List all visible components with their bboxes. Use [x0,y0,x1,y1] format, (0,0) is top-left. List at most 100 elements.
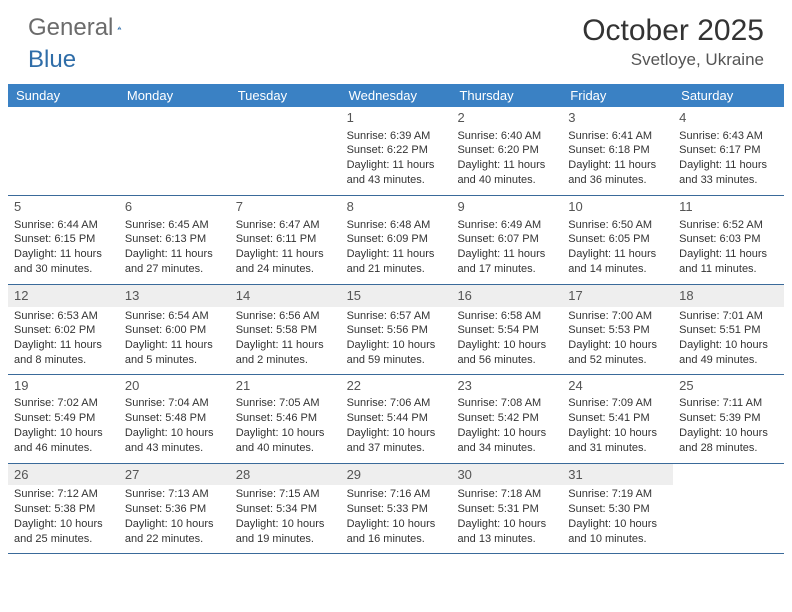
week-row: 26Sunrise: 7:12 AMSunset: 5:38 PMDayligh… [8,464,784,554]
sunrise-line: Sunrise: 7:04 AM [125,396,224,411]
day-cell: 27Sunrise: 7:13 AMSunset: 5:36 PMDayligh… [119,464,230,553]
sunrise-line: Sunrise: 7:13 AM [125,487,224,502]
day-cell: 6Sunrise: 6:45 AMSunset: 6:13 PMDaylight… [119,196,230,284]
sunset-line: Sunset: 5:46 PM [236,411,335,426]
sunset-line: Sunset: 6:18 PM [568,143,667,158]
daylight-line: and 21 minutes. [347,262,446,277]
sunrise-line: Sunrise: 7:01 AM [679,309,778,324]
daylight-line: and 11 minutes. [679,262,778,277]
day-cell: 23Sunrise: 7:08 AMSunset: 5:42 PMDayligh… [451,375,562,463]
daylight-line: Daylight: 11 hours [679,158,778,173]
logo: General [28,14,145,42]
sunrise-line: Sunrise: 7:15 AM [236,487,335,502]
daylight-line: Daylight: 11 hours [457,247,556,262]
daylight-line: Daylight: 10 hours [347,517,446,532]
sunset-line: Sunset: 6:02 PM [14,323,113,338]
sunrise-line: Sunrise: 6:41 AM [568,129,667,144]
sunrise-line: Sunrise: 7:06 AM [347,396,446,411]
sunrise-line: Sunrise: 7:11 AM [679,396,778,411]
sunset-line: Sunset: 5:44 PM [347,411,446,426]
day-number: 21 [236,377,335,395]
sunset-line: Sunset: 5:39 PM [679,411,778,426]
day-number: 15 [341,285,452,307]
sunset-line: Sunset: 6:17 PM [679,143,778,158]
daylight-line: and 56 minutes. [457,353,556,368]
sunset-line: Sunset: 6:13 PM [125,232,224,247]
page-title: October 2025 [582,14,764,48]
week-row: 5Sunrise: 6:44 AMSunset: 6:15 PMDaylight… [8,196,784,285]
daylight-line: and 24 minutes. [236,262,335,277]
day-cell-blank [119,107,230,195]
day-cell-blank [8,107,119,195]
sunrise-line: Sunrise: 6:47 AM [236,218,335,233]
week-row: 19Sunrise: 7:02 AMSunset: 5:49 PMDayligh… [8,375,784,464]
daylight-line: and 13 minutes. [457,532,556,547]
location-label: Svetloye, Ukraine [582,50,764,70]
day-number: 24 [568,377,667,395]
day-cell: 24Sunrise: 7:09 AMSunset: 5:41 PMDayligh… [562,375,673,463]
daylight-line: and 52 minutes. [568,353,667,368]
sunset-line: Sunset: 5:41 PM [568,411,667,426]
day-number: 22 [347,377,446,395]
sunset-line: Sunset: 5:53 PM [568,323,667,338]
sunrise-line: Sunrise: 6:43 AM [679,129,778,144]
daylight-line: Daylight: 11 hours [125,247,224,262]
daylight-line: and 40 minutes. [236,441,335,456]
day-number: 25 [679,377,778,395]
daylight-line: Daylight: 10 hours [14,517,113,532]
sunset-line: Sunset: 5:42 PM [457,411,556,426]
daylight-line: and 16 minutes. [347,532,446,547]
day-number: 19 [14,377,113,395]
sunrise-line: Sunrise: 7:00 AM [568,309,667,324]
day-cell: 26Sunrise: 7:12 AMSunset: 5:38 PMDayligh… [8,464,119,553]
daylight-line: Daylight: 10 hours [236,517,335,532]
daylight-line: and 10 minutes. [568,532,667,547]
daylight-line: and 31 minutes. [568,441,667,456]
day-number: 27 [119,464,230,486]
daylight-line: and 36 minutes. [568,173,667,188]
daylight-line: Daylight: 11 hours [679,247,778,262]
sunrise-line: Sunrise: 7:18 AM [457,487,556,502]
daylight-line: and 46 minutes. [14,441,113,456]
daylight-line: and 25 minutes. [14,532,113,547]
day-header-cell: Wednesday [341,84,452,107]
daylight-line: Daylight: 10 hours [347,338,446,353]
sunset-line: Sunset: 5:51 PM [679,323,778,338]
sunset-line: Sunset: 5:54 PM [457,323,556,338]
sunrise-line: Sunrise: 6:50 AM [568,218,667,233]
daylight-line: Daylight: 11 hours [14,247,113,262]
daylight-line: and 59 minutes. [347,353,446,368]
day-cell: 9Sunrise: 6:49 AMSunset: 6:07 PMDaylight… [451,196,562,284]
day-number: 30 [451,464,562,486]
day-cell: 5Sunrise: 6:44 AMSunset: 6:15 PMDaylight… [8,196,119,284]
day-cell: 3 Sunrise: 6:41 AMSunset: 6:18 PMDaylight… [562,107,673,195]
daylight-line: and 37 minutes. [347,441,446,456]
daylight-line: Daylight: 10 hours [125,517,224,532]
daylight-line: Daylight: 10 hours [679,426,778,441]
day-number: 3 [568,109,667,127]
daylight-line: Daylight: 10 hours [679,338,778,353]
sunset-line: Sunset: 6:05 PM [568,232,667,247]
daylight-line: Daylight: 11 hours [568,158,667,173]
sunrise-line: Sunrise: 7:05 AM [236,396,335,411]
day-cell: 13Sunrise: 6:54 AMSunset: 6:00 PMDayligh… [119,285,230,374]
week-row: 1Sunrise: 6:39 AMSunset: 6:22 PMDaylight… [8,107,784,196]
daylight-line: and 19 minutes. [236,532,335,547]
day-header-cell: Saturday [673,84,784,107]
day-cell: 11Sunrise: 6:52 AMSunset: 6:03 PMDayligh… [673,196,784,284]
daylight-line: Daylight: 10 hours [125,426,224,441]
daylight-line: Daylight: 11 hours [347,247,446,262]
day-cell: 31Sunrise: 7:19 AMSunset: 5:30 PMDayligh… [562,464,673,553]
sunset-line: Sunset: 6:15 PM [14,232,113,247]
daylight-line: and 30 minutes. [14,262,113,277]
daylight-line: Daylight: 11 hours [457,158,556,173]
day-cell: 19Sunrise: 7:02 AMSunset: 5:49 PMDayligh… [8,375,119,463]
day-cell: 28Sunrise: 7:15 AMSunset: 5:34 PMDayligh… [230,464,341,553]
day-cell-blank [230,107,341,195]
daylight-line: Daylight: 10 hours [568,426,667,441]
daylight-line: and 17 minutes. [457,262,556,277]
sunset-line: Sunset: 6:07 PM [457,232,556,247]
daylight-line: and 5 minutes. [125,353,224,368]
day-header-cell: Tuesday [230,84,341,107]
day-number: 20 [125,377,224,395]
